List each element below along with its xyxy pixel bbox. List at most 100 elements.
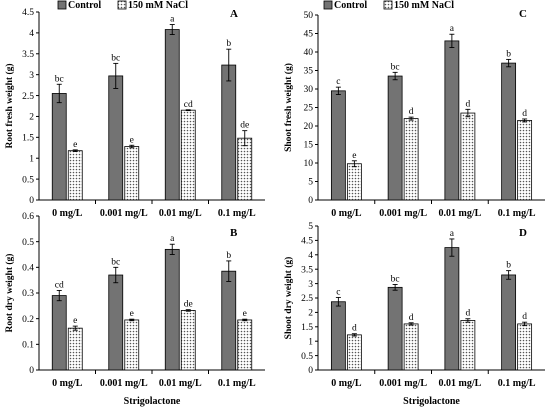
significance-letter-d: bc bbox=[391, 274, 400, 284]
bar-nacl-c bbox=[517, 120, 533, 201]
bar-control-c bbox=[444, 40, 460, 201]
y-tick-label-d: 3 bbox=[308, 280, 313, 290]
significance-letter-b: a bbox=[170, 234, 175, 244]
y-tick-label-d: 2 bbox=[308, 309, 313, 319]
y-axis-title-b: Root dry weight (g) bbox=[4, 254, 15, 333]
significance-letter-a: bc bbox=[111, 53, 120, 63]
significance-letter-c: bc bbox=[391, 62, 400, 72]
y-tick-label-b: 0.2 bbox=[22, 315, 34, 325]
x-tick-label-b: 0 mg/L bbox=[52, 378, 83, 389]
bar-control-c bbox=[501, 62, 517, 201]
x-tick-label-c: 0 mg/L bbox=[331, 208, 362, 219]
bar-control-d bbox=[501, 274, 517, 371]
bar-nacl-c bbox=[403, 118, 419, 201]
significance-letter-b: bc bbox=[111, 257, 120, 267]
significance-letter-d: a bbox=[450, 229, 455, 239]
y-tick-label-a: 0.5 bbox=[22, 175, 34, 185]
significance-letter-d: d bbox=[522, 312, 527, 322]
x-tick-label-d: 0.01 mg/L bbox=[438, 378, 481, 389]
legend-label-nacl-a: 150 mM NaCl bbox=[128, 0, 188, 11]
significance-letter-b: de bbox=[184, 300, 193, 310]
bar-nacl-c bbox=[460, 112, 476, 201]
x-tick-label-c: 0.01 mg/L bbox=[438, 208, 481, 219]
bar-control-b bbox=[221, 270, 237, 371]
bar-nacl-a bbox=[67, 150, 83, 201]
legend-swatch-control-c bbox=[323, 0, 333, 10]
significance-letter-d: d bbox=[409, 313, 414, 323]
bar-control-c bbox=[330, 90, 346, 201]
y-tick-label-c: 10 bbox=[304, 159, 314, 169]
y-tick-label-c: 20 bbox=[304, 122, 314, 132]
legend-swatch-control-a bbox=[57, 0, 67, 10]
significance-letter-c: d bbox=[409, 107, 414, 117]
panel-label-d: D bbox=[519, 227, 527, 239]
significance-letter-b: e bbox=[243, 309, 247, 319]
significance-letter-a: de bbox=[240, 121, 249, 131]
significance-letter-a: a bbox=[170, 15, 175, 25]
x-axis-title-d: Strigolactone bbox=[403, 396, 460, 407]
bar-nacl-b bbox=[124, 319, 140, 371]
y-tick-label-d: 5 bbox=[308, 222, 313, 232]
x-tick-label-d: 0.001 mg/L bbox=[379, 378, 427, 389]
bar-control-d bbox=[387, 286, 403, 371]
significance-letter-d: c bbox=[336, 287, 340, 297]
legend-label-control-c: Control bbox=[334, 0, 367, 11]
panel-label-c: C bbox=[519, 8, 527, 20]
y-tick-label-d: 3.5 bbox=[301, 265, 313, 275]
x-tick-label-d: 0.1 mg/L bbox=[498, 378, 536, 389]
bar-nacl-b bbox=[180, 310, 196, 371]
significance-letter-a: b bbox=[226, 39, 231, 49]
y-tick-label-d: 4.5 bbox=[301, 237, 313, 247]
y-tick-label-a: 3 bbox=[29, 71, 34, 81]
panel-c: Shoot fresh weight (g) C Control 150 mM … bbox=[283, 0, 545, 219]
y-tick-label-d: 4 bbox=[308, 251, 313, 261]
legend-label-control-a: Control bbox=[68, 0, 101, 11]
x-tick-label-b: 0.1 mg/L bbox=[218, 378, 256, 389]
bar-control-b bbox=[51, 295, 67, 371]
y-tick-label-d: 0.5 bbox=[301, 352, 313, 362]
bar-control-a bbox=[164, 29, 180, 201]
bar-control-c bbox=[387, 75, 403, 201]
y-tick-label-c: 50 bbox=[304, 11, 314, 21]
significance-letter-b: e bbox=[130, 309, 134, 319]
x-tick-label-a: 0 mg/L bbox=[52, 208, 83, 219]
bar-nacl-d bbox=[346, 334, 362, 371]
y-tick-label-c: 30 bbox=[304, 85, 314, 95]
y-tick-label-a: 4 bbox=[29, 29, 34, 39]
y-tick-label-c: 5 bbox=[308, 178, 313, 188]
y-tick-label-a: 0 bbox=[29, 196, 34, 206]
y-tick-label-b: 0.3 bbox=[22, 289, 34, 299]
bar-control-a bbox=[221, 64, 237, 201]
x-tick-label-d: 0 mg/L bbox=[331, 378, 362, 389]
legend-a: Control 150 mM NaCl bbox=[57, 0, 188, 11]
y-tick-label-c: 35 bbox=[304, 67, 314, 77]
bar-control-d bbox=[444, 247, 460, 371]
significance-letter-c: b bbox=[506, 49, 511, 59]
bar-nacl-b bbox=[67, 327, 83, 371]
x-tick-label-c: 0.001 mg/L bbox=[379, 208, 427, 219]
y-tick-label-c: 25 bbox=[304, 104, 314, 114]
panel-label-b: B bbox=[230, 227, 238, 239]
bar-control-b bbox=[108, 274, 124, 371]
panel-a: Root fresh weight (g) A Control 150 mM N… bbox=[4, 0, 265, 219]
x-axis-title-b: Strigolactone bbox=[124, 396, 181, 407]
bar-nacl-a bbox=[237, 137, 253, 201]
y-tick-label-b: 0.5 bbox=[22, 238, 34, 248]
y-tick-label-b: 0 bbox=[29, 366, 34, 376]
significance-letter-a: cd bbox=[184, 100, 193, 110]
significance-letter-a: e bbox=[130, 135, 134, 145]
significance-letter-d: d bbox=[352, 324, 357, 334]
y-tick-label-a: 4.5 bbox=[22, 8, 34, 18]
panel-b: Root dry weight (g) B Strigolactone 0 0.1… bbox=[4, 212, 265, 407]
significance-letter-c: d bbox=[466, 99, 471, 109]
bar-nacl-a bbox=[180, 109, 196, 201]
significance-letter-c: e bbox=[352, 151, 356, 161]
bar-control-a bbox=[108, 75, 124, 201]
y-tick-label-d: 0 bbox=[308, 366, 313, 376]
y-tick-label-c: 15 bbox=[304, 141, 314, 151]
y-tick-label-a: 1.5 bbox=[22, 134, 34, 144]
bar-nacl-d bbox=[403, 323, 419, 371]
bar-control-b bbox=[164, 248, 180, 371]
significance-letter-c: c bbox=[336, 77, 340, 87]
x-tick-label-c: 0.1 mg/L bbox=[498, 208, 536, 219]
